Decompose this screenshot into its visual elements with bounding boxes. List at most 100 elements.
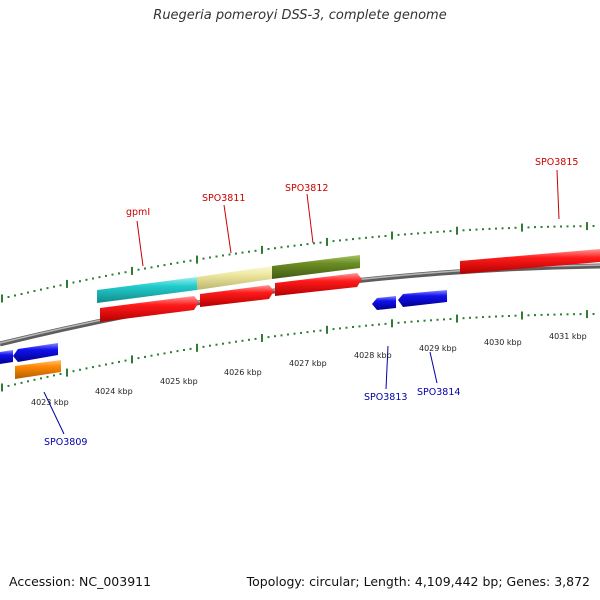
- minor-tick: [118, 272, 120, 275]
- major-tick: [521, 311, 523, 320]
- minor-tick: [332, 328, 335, 331]
- cds-gpmI[interactable]: [100, 296, 199, 322]
- minor-tick: [137, 268, 140, 271]
- minor-tick: [183, 260, 185, 263]
- minor-tick: [508, 315, 510, 317]
- minor-tick: [306, 243, 309, 246]
- minor-tick: [209, 256, 211, 259]
- minor-tick: [371, 236, 374, 239]
- cds-SPO3813[interactable]: [372, 296, 396, 310]
- minor-tick: [430, 319, 432, 322]
- major-tick: [391, 319, 393, 328]
- minor-tick: [579, 225, 582, 228]
- minor-tick: [553, 313, 556, 316]
- tick-label: 4028 kbp: [354, 351, 392, 360]
- minor-tick: [79, 280, 81, 283]
- minor-tick: [157, 353, 159, 356]
- minor-tick: [46, 375, 49, 378]
- minor-tick: [501, 227, 504, 230]
- minor-tick: [27, 291, 29, 294]
- minor-tick: [33, 290, 36, 292]
- minor-tick: [514, 226, 517, 229]
- minor-tick: [313, 242, 315, 245]
- minor-tick: [540, 313, 543, 316]
- minor-tick: [352, 238, 354, 241]
- minor-tick: [514, 314, 517, 317]
- minor-tick: [111, 362, 114, 365]
- minor-tick: [352, 326, 354, 328]
- cds-SPO3811[interactable]: [200, 285, 274, 307]
- cds-SPO3815[interactable]: [460, 249, 600, 274]
- cds-SPO3814[interactable]: [398, 290, 447, 307]
- minor-tick: [150, 266, 153, 269]
- minor-tick: [449, 318, 452, 320]
- minor-tick: [469, 316, 471, 319]
- minor-tick: [7, 296, 10, 298]
- tick-label: 4030 kbp: [484, 338, 522, 347]
- minor-tick: [508, 227, 510, 230]
- minor-tick: [144, 267, 146, 270]
- minor-tick: [475, 316, 478, 319]
- minor-tick: [449, 230, 452, 233]
- tick-label: 4029 kbp: [419, 344, 457, 353]
- minor-tick: [293, 332, 296, 335]
- lower-tick-ring: [1, 310, 595, 392]
- minor-tick: [300, 243, 302, 246]
- minor-tick: [111, 273, 114, 276]
- minor-tick: [7, 384, 10, 387]
- minor-tick: [40, 377, 42, 380]
- cds-SPO3812[interactable]: [275, 273, 362, 296]
- major-tick: [326, 325, 328, 334]
- feature-SPO3812[interactable]: [272, 255, 360, 279]
- minor-tick: [222, 254, 224, 257]
- minor-tick: [53, 374, 55, 377]
- accession-text: Accession: NC_003911: [9, 574, 152, 589]
- minor-tick: [378, 235, 380, 238]
- minor-tick: [20, 293, 23, 295]
- tick-label: 4025 kbp: [160, 377, 198, 386]
- feature-SPO3811[interactable]: [197, 266, 272, 290]
- minor-tick: [300, 331, 302, 334]
- cds-left-blue-a[interactable]: [0, 350, 13, 364]
- minor-tick: [410, 320, 413, 323]
- minor-tick: [53, 285, 55, 288]
- major-tick: [391, 231, 393, 240]
- minor-tick: [534, 226, 536, 229]
- minor-tick: [150, 354, 153, 357]
- minor-tick: [527, 314, 530, 317]
- minor-tick: [339, 239, 341, 242]
- minor-tick: [163, 264, 166, 267]
- major-tick: [456, 226, 458, 235]
- feature-gpmI[interactable]: [97, 277, 197, 303]
- minor-tick: [14, 294, 16, 297]
- major-tick: [66, 368, 68, 377]
- minor-tick: [189, 259, 192, 262]
- minor-tick: [27, 380, 29, 383]
- gene-label-SPO3813: SPO3813: [364, 392, 407, 403]
- cds-left-blue-b[interactable]: [13, 343, 58, 362]
- minor-tick: [443, 318, 445, 321]
- callouts: [43, 169, 560, 435]
- minor-tick: [105, 274, 107, 277]
- minor-tick: [215, 343, 218, 346]
- minor-tick: [254, 337, 257, 340]
- minor-tick: [495, 315, 497, 318]
- tick-label: 4031 kbp: [549, 332, 587, 341]
- minor-tick: [170, 262, 172, 265]
- tick-label: 4023 kbp: [31, 398, 69, 407]
- tick-label: 4026 kbp: [224, 368, 262, 377]
- gene-label-SPO3811: SPO3811: [202, 193, 245, 204]
- minor-tick: [462, 317, 465, 320]
- minor-tick: [534, 314, 536, 317]
- gene-label-SPO3812: SPO3812: [285, 183, 328, 194]
- minor-tick: [98, 276, 101, 279]
- minor-tick: [482, 316, 484, 319]
- minor-tick: [404, 233, 406, 236]
- minor-tick: [215, 255, 218, 258]
- minor-tick: [339, 327, 341, 330]
- feature-SPO3809[interactable]: [15, 360, 61, 379]
- minor-tick: [248, 250, 250, 253]
- minor-tick: [241, 251, 244, 254]
- major-tick: [521, 223, 523, 232]
